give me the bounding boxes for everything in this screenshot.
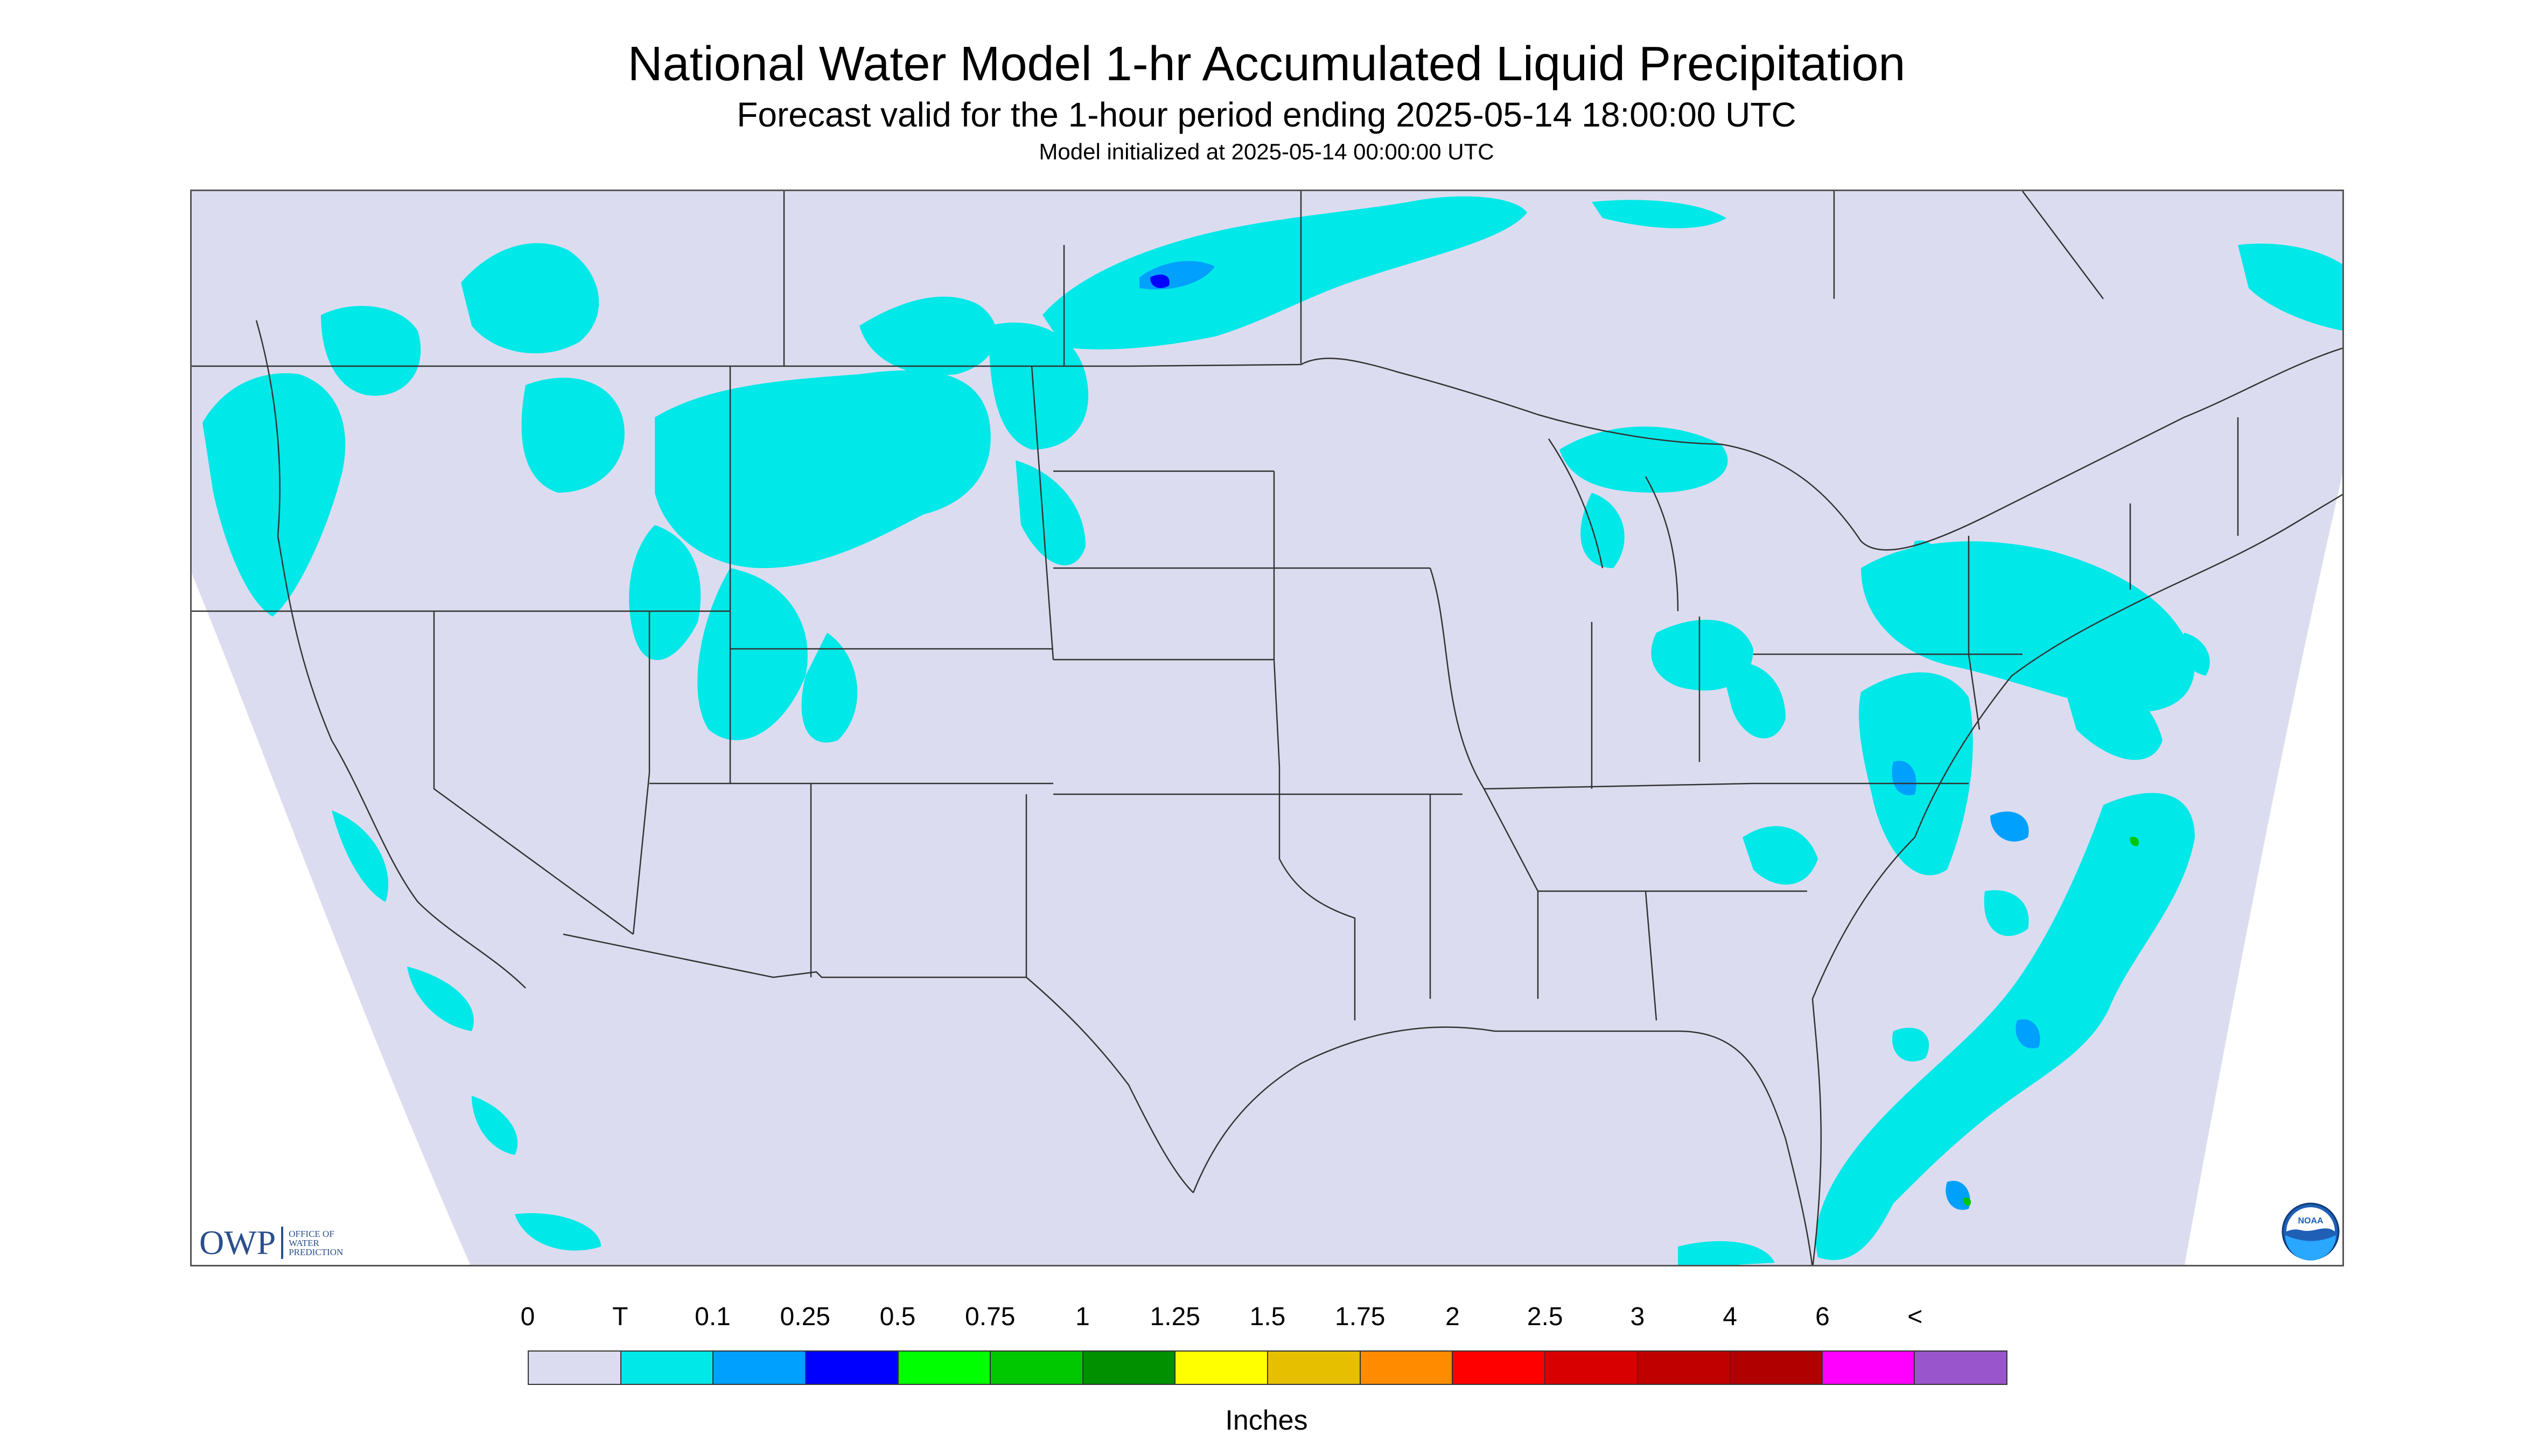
noaa-logo-text: NOAA xyxy=(2298,1216,2324,1226)
gulf-coast xyxy=(1192,1026,1813,1265)
owp-logo-text: OFFICE OF WATER PREDICTION xyxy=(289,1228,344,1257)
legend-swatch xyxy=(1175,1352,1268,1384)
legend-swatch xyxy=(806,1352,899,1384)
legend-tick-label: 0.5 xyxy=(879,1303,916,1331)
legend-tick-label: 1 xyxy=(1075,1303,1090,1331)
west-coast xyxy=(255,320,526,989)
legend-swatch xyxy=(991,1352,1083,1384)
legend-swatch xyxy=(621,1352,714,1384)
map-title: National Water Model 1-hr Accumulated Li… xyxy=(627,37,1906,91)
legend-swatch xyxy=(1083,1352,1176,1384)
legend-color-bar xyxy=(528,1350,2007,1385)
legend-tick-label: T xyxy=(612,1303,628,1331)
legend-swatch xyxy=(529,1352,621,1384)
legend-swatch xyxy=(898,1352,991,1384)
east-coast xyxy=(1811,494,2342,1265)
legend-tick-label: 0.25 xyxy=(780,1303,830,1331)
legend-swatch xyxy=(1915,1352,2006,1384)
legend-tick-label: 1.5 xyxy=(1249,1303,1286,1331)
legend-tick-label: 2.5 xyxy=(1527,1303,1563,1331)
legend-tick-label: 2 xyxy=(1445,1303,1460,1331)
legend-swatch xyxy=(1638,1352,1731,1384)
precip-green-areas xyxy=(1963,837,2139,1206)
legend-tick-label: < xyxy=(1907,1303,1923,1331)
legend-swatch xyxy=(1545,1352,1638,1384)
owp-logo-divider xyxy=(281,1227,284,1259)
precip-light-areas xyxy=(202,196,2342,1265)
legend-swatch xyxy=(1453,1352,1545,1384)
political-boundaries xyxy=(192,191,2342,1265)
legend-tick-label: 0 xyxy=(520,1303,535,1331)
us-mexico-border xyxy=(563,933,1194,1193)
legend-swatch xyxy=(1822,1352,1915,1384)
legend-tick-label: 4 xyxy=(1723,1303,1738,1331)
noaa-logo: NOAA xyxy=(2282,1202,2340,1261)
legend-tick-label: 0.75 xyxy=(965,1303,1016,1331)
legend-tick-label: 1.25 xyxy=(1150,1303,1200,1331)
legend-swatch xyxy=(713,1352,806,1384)
legend-tick-label: 6 xyxy=(1815,1303,1830,1331)
model-domain xyxy=(192,191,2342,1265)
legend-tick-label: 0.1 xyxy=(695,1303,731,1331)
map-subtitle: Forecast valid for the 1-hour period end… xyxy=(737,95,1796,134)
map-canvas xyxy=(192,191,2342,1265)
precipitation-map xyxy=(190,190,2344,1266)
us-canada-border xyxy=(192,347,2342,551)
legend-tick-label: 3 xyxy=(1630,1303,1645,1331)
legend-tick-labels: 0 T 0.1 0.25 0.5 0.75 1 1.25 1.5 1.75 2 2.5 3 4 6 < xyxy=(0,1302,2533,1340)
init-note: Model initialized at 2025-05-14 00:00:00… xyxy=(1039,139,1494,164)
precip-heavy-areas xyxy=(1150,275,1170,288)
legend-swatch xyxy=(1730,1352,1823,1384)
legend-swatch xyxy=(1360,1352,1453,1384)
legend-swatch xyxy=(1268,1352,1361,1384)
owp-logo-letters: OWP xyxy=(199,1223,276,1262)
legend-tick-label: 1.75 xyxy=(1335,1303,1386,1331)
owp-logo: OWP OFFICE OF WATER PREDICTION xyxy=(199,1221,359,1264)
legend-unit-label: Inches xyxy=(1225,1405,1308,1436)
